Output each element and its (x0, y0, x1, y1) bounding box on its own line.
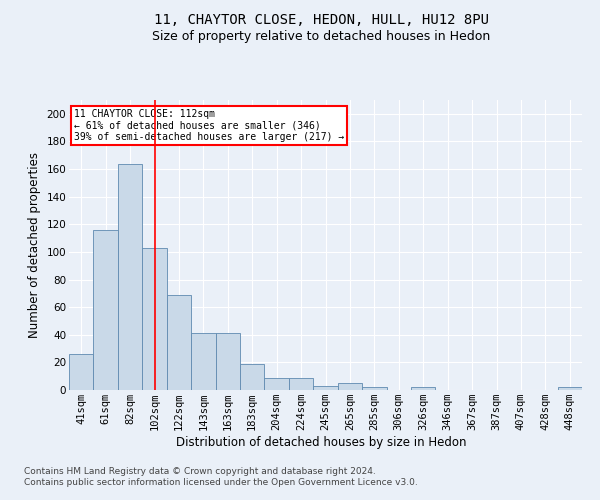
Bar (240, 364, 265, 390)
Bar (191, 334, 215, 390)
Text: Distribution of detached houses by size in Hedon: Distribution of detached houses by size … (176, 436, 466, 449)
Bar (362, 387, 386, 390)
Bar (94, 230, 118, 390)
Bar (338, 383, 362, 390)
Bar (289, 378, 313, 390)
Text: Size of property relative to detached houses in Hedon: Size of property relative to detached ho… (152, 30, 490, 43)
Bar (215, 334, 240, 390)
Bar (69, 354, 94, 390)
Y-axis label: Number of detached properties: Number of detached properties (28, 152, 41, 338)
Bar (557, 387, 582, 390)
Text: Contains HM Land Registry data © Crown copyright and database right 2024.
Contai: Contains HM Land Registry data © Crown c… (24, 468, 418, 487)
Bar (313, 386, 338, 390)
Bar (142, 248, 167, 390)
Bar (265, 378, 289, 390)
Text: 11 CHAYTOR CLOSE: 112sqm
← 61% of detached houses are smaller (346)
39% of semi-: 11 CHAYTOR CLOSE: 112sqm ← 61% of detach… (74, 108, 344, 142)
Text: 11, CHAYTOR CLOSE, HEDON, HULL, HU12 8PU: 11, CHAYTOR CLOSE, HEDON, HULL, HU12 8PU (154, 12, 488, 26)
Bar (118, 164, 142, 390)
Bar (167, 294, 191, 390)
Bar (411, 387, 436, 390)
